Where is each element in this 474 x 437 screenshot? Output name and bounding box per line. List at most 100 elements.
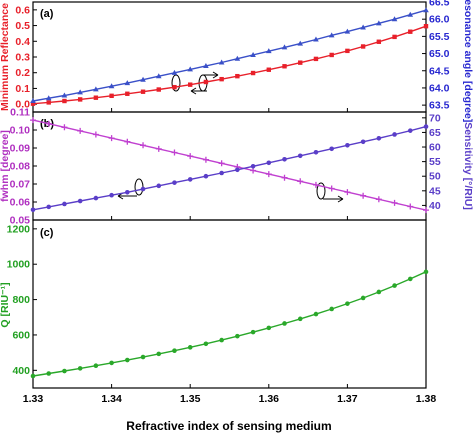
panel-c-series-0-point bbox=[250, 329, 256, 335]
panel-a-series-1-point bbox=[171, 69, 178, 75]
panel-a-series-0-point bbox=[298, 60, 303, 65]
panel-a-series-0-point bbox=[109, 93, 114, 99]
panel-a-right-ytick-label: 65.0 bbox=[429, 48, 450, 60]
panel-c-label: (c) bbox=[40, 227, 54, 239]
panel-c-series-0-point bbox=[46, 371, 52, 376]
panel-a-series-0-point bbox=[266, 67, 271, 72]
panel-c-series-0-point bbox=[187, 345, 193, 350]
panel-a-series-1-point bbox=[155, 73, 162, 79]
panel-a-right-ytick-label: 65.5 bbox=[429, 31, 450, 43]
panel-a-series-0-point bbox=[203, 79, 209, 85]
panel-b-right-ytick-label: 50 bbox=[429, 171, 441, 183]
panel-a-series-1-point bbox=[108, 83, 115, 89]
panel-a-series-0-point bbox=[376, 39, 382, 44]
panel-a-series-1-point bbox=[266, 48, 272, 54]
panel-b-series-0-point bbox=[202, 156, 209, 163]
panel-a-series-1-point bbox=[407, 11, 414, 17]
panel-c-series-0-point bbox=[345, 301, 350, 306]
panel-b-series-0-point bbox=[265, 171, 272, 178]
panel-b-series-1-point bbox=[109, 192, 114, 198]
panel-b-right-ytick-label: 70 bbox=[429, 112, 441, 124]
panel-c-frame bbox=[32, 219, 427, 389]
panel-b-series-0-point bbox=[328, 185, 335, 192]
panel-a-series-1-point bbox=[45, 95, 52, 101]
panel-b-series-0-point bbox=[77, 127, 84, 134]
panel-b-series-0-point bbox=[297, 178, 304, 185]
panel-b-series-0-point bbox=[391, 199, 398, 206]
panel-b-left-ytick-label: 0.11 bbox=[10, 107, 30, 119]
panel-c-series-0-point bbox=[392, 283, 397, 288]
panel-a-series-1-point bbox=[360, 24, 366, 30]
panel-a-series-1-point bbox=[344, 28, 351, 34]
panel-b-series-0-point bbox=[108, 135, 115, 142]
panel-b-series-1-point bbox=[376, 135, 382, 141]
panel-b-left-axis-indicator bbox=[134, 178, 144, 196]
panel-b-series-0-point bbox=[171, 149, 178, 156]
panel-a-left-ytick-label: 0.2 bbox=[15, 67, 30, 79]
panel-c-series-0-point bbox=[266, 325, 272, 331]
x-tick-label: 1.33 bbox=[23, 393, 44, 405]
panel-a-series-0-point bbox=[30, 101, 36, 106]
panel-b-series-0-point bbox=[218, 160, 225, 167]
panel-a-left-arrow bbox=[190, 87, 207, 95]
panel-b-series-1-point bbox=[62, 201, 67, 207]
panel-c-series-0-point bbox=[313, 311, 319, 317]
panel-b-series-1-point bbox=[360, 139, 366, 145]
panel-a-right-ylabel: Resonance angle [degree] bbox=[462, 0, 474, 122]
panel-b-series-1-point bbox=[392, 132, 397, 137]
panel-a-series-1-point bbox=[77, 89, 83, 95]
panel-b-right-axis-indicator bbox=[316, 182, 326, 200]
panel-b-frame bbox=[32, 111, 427, 221]
panel-a-series-1-point bbox=[203, 62, 209, 68]
panel-a-frame bbox=[32, 1, 427, 113]
panel-a-series-1-point bbox=[391, 16, 398, 22]
panel-b-series-1-point bbox=[46, 204, 52, 210]
panel-c-series-0-point bbox=[203, 341, 209, 347]
panel-b-series-1-point bbox=[266, 160, 272, 166]
panel-a-series-1-point bbox=[187, 66, 193, 72]
panel-c-series-0-point bbox=[219, 337, 224, 343]
panel-a-series-1-point bbox=[140, 76, 146, 82]
panel-c-series-0-point bbox=[30, 373, 36, 379]
panel-b-series-1-point bbox=[30, 207, 36, 213]
panel-b-left-ytick-label: 0.10 bbox=[10, 125, 31, 137]
panel-c-series-0-point bbox=[62, 368, 67, 374]
panel-a-right-arrow bbox=[203, 71, 219, 79]
panel-a-series-1-point bbox=[313, 36, 319, 42]
panel-a-right-ytick-label: 64.0 bbox=[429, 82, 450, 94]
panel-c-series-0-point bbox=[407, 276, 413, 282]
panel-a-series-0-point bbox=[77, 97, 83, 102]
panel-a-series-0-point bbox=[172, 84, 177, 90]
panel-c-series-0-point bbox=[423, 269, 429, 275]
panel-c-left-ytick-label: 1200 bbox=[7, 223, 31, 235]
x-tick-label: 1.38 bbox=[416, 393, 437, 405]
panel-a-series-1-point bbox=[250, 51, 256, 57]
panel-b-series-0-point bbox=[30, 117, 36, 124]
panel-c-series-0-line bbox=[32, 271, 427, 377]
panel-a-series-0-point bbox=[93, 95, 99, 100]
panel-b-series-0-point bbox=[45, 120, 52, 127]
panel-c-series-0-point bbox=[297, 316, 303, 322]
panel-a-series-0-point bbox=[235, 73, 240, 79]
panel-a-right-ytick-label: 66.0 bbox=[429, 14, 450, 26]
panel-b-series-1-point bbox=[407, 128, 413, 133]
panel-b-series-1-point bbox=[329, 146, 334, 152]
panel-a-right-ytick-label: 66.5 bbox=[429, 0, 450, 9]
panel-a-series-1-point bbox=[234, 55, 241, 61]
panel-b-series-0-line bbox=[32, 119, 427, 211]
panel-b-series-0-point bbox=[124, 138, 131, 145]
panel-b-right-ytick-label: 65 bbox=[429, 127, 441, 139]
panel-c-series-0-point bbox=[235, 333, 240, 339]
panel-a-series-1-point bbox=[297, 40, 304, 46]
panel-a-series-0-point bbox=[313, 56, 319, 62]
panel-b-series-1-line bbox=[32, 125, 427, 211]
panel-b-series-0-point bbox=[187, 153, 194, 160]
panel-a-series-0-point bbox=[392, 34, 397, 40]
panel-c-left-ytick-label: 800 bbox=[12, 294, 30, 306]
panel-a-left-ytick-label: 0.0 bbox=[15, 99, 30, 111]
panel-b-series-1-point bbox=[77, 198, 83, 204]
panel-b-series-1-point bbox=[297, 153, 303, 159]
panel-c-series-0-point bbox=[140, 354, 146, 360]
panel-c-series-0-point bbox=[376, 289, 382, 295]
